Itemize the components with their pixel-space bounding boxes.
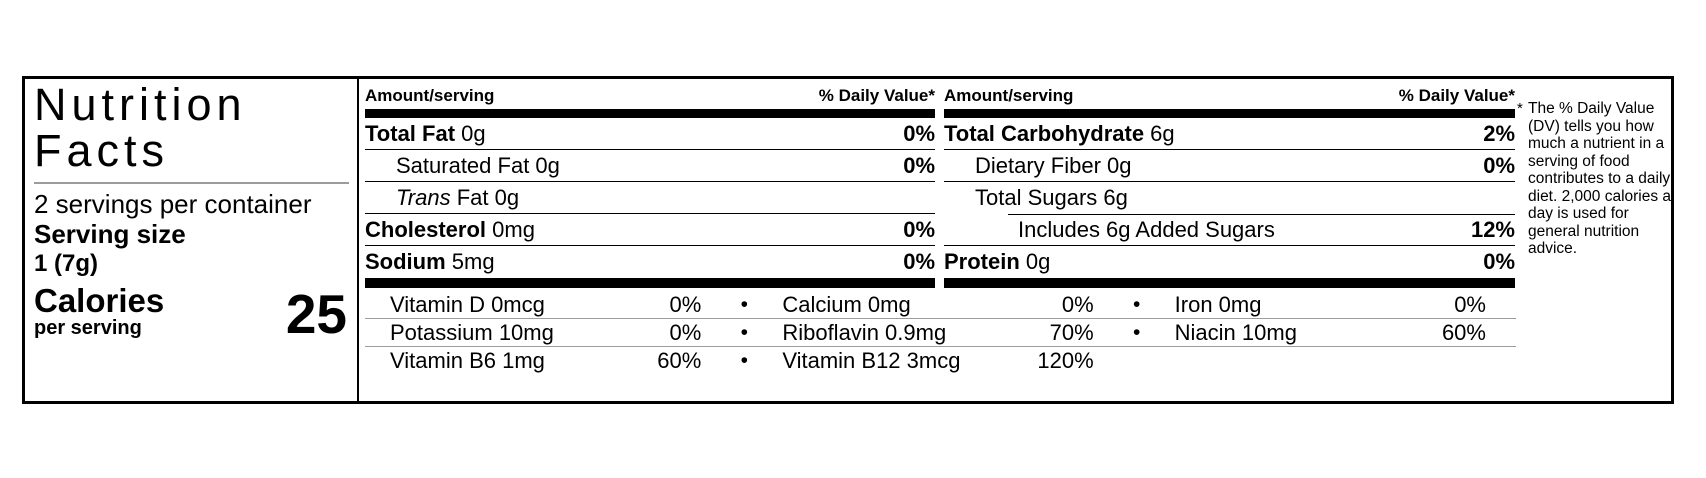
bullet-separator: • (1132, 292, 1141, 316)
label-title-line1: Nutrition (34, 79, 247, 130)
daily-value-header: % Daily Value* (1398, 86, 1515, 105)
vitamin-cell: Vitamin B12 3mcg 120% (757, 348, 1123, 374)
nutrient-row: Protein 0g 0% (944, 246, 1515, 278)
vitamin-row: Vitamin B6 1mg 60% • Vitamin B12 3mcg 120% (365, 347, 1516, 375)
daily-value-header: % Daily Value* (818, 86, 935, 105)
daily-value-percent: 12% (1470, 216, 1515, 242)
vitamin-daily-value: 60% (1441, 319, 1486, 345)
nutrient-name: Includes 6g Added Sugars (1018, 216, 1275, 242)
nutrient-name: Total Fat 0g (365, 120, 486, 146)
nutrient-column-left: Amount/serving % Daily Value* Total Fat … (365, 79, 935, 288)
daily-value-percent: 2% (1483, 120, 1515, 146)
vitamin-name: Vitamin D 0mcg (390, 291, 545, 317)
label-title-line2: Facts (34, 125, 170, 176)
calories-labels: Calories per serving (34, 284, 164, 340)
nutrient-name-bold: Total Fat (365, 120, 456, 146)
nutrient-name-bold: Protein (944, 249, 1020, 274)
nutrient-row: Cholesterol 0mg 0% (365, 214, 935, 246)
vitamins-section: Vitamin D 0mcg 0% • Calcium 0mg 0% • Iron 0mg 0… (365, 291, 1516, 375)
identity-panel: Nutrition Facts 2 servings per container… (25, 79, 359, 401)
vitamin-daily-value: 0% (669, 291, 702, 317)
nutrient-row: Trans Fat 0g (365, 182, 935, 214)
nutrition-facts-label: Nutrition Facts 2 servings per container… (22, 76, 1674, 404)
vitamin-name: Vitamin B6 1mg (390, 348, 545, 373)
nutrient-name: Protein 0g (944, 249, 1051, 274)
vitamin-daily-value: 120% (1037, 348, 1094, 373)
column-header: Amount/serving % Daily Value* (365, 79, 935, 109)
vitamin-name: Potassium 10mg (390, 319, 554, 345)
nutrient-rows: Total Fat 0g 0% Saturated Fat 0g 0% Trans Fa… (365, 118, 935, 278)
nutrient-row: Includes 6g Added Sugars 12% (944, 214, 1515, 246)
daily-value-percent: 0% (903, 152, 935, 178)
nutrient-name-bold: Cholesterol (365, 216, 487, 242)
serving-size-label: Serving size (34, 219, 186, 249)
amount-per-serving-header: Amount/serving (944, 86, 1074, 105)
vitamin-name: Niacin 10mg (1174, 319, 1297, 345)
nutrient-name-bold: Sodium (365, 249, 446, 274)
vitamin-cell: Niacin 10mg 60% (1150, 320, 1516, 346)
vitamin-cell: Potassium 10mg 0% (365, 320, 731, 346)
nutrient-row: Total Fat 0g 0% (365, 118, 935, 150)
thick-divider-bar (944, 109, 1515, 118)
column-header: Amount/serving % Daily Value* (944, 79, 1515, 109)
vitamin-name: Calcium 0mg (782, 291, 911, 317)
vitamin-daily-value: 0% (669, 319, 702, 345)
bullet-separator: • (740, 292, 748, 316)
vitamin-row: Potassium 10mg 0% • Riboflavin 0.9mg 70% • Nia… (365, 319, 1516, 347)
nutrient-name: Sodium 5mg (365, 249, 495, 274)
nutrient-name: Dietary Fiber 0g (975, 152, 1132, 178)
vitamin-cell: Calcium 0mg 0% (757, 292, 1123, 318)
nutrient-column-right: Amount/serving % Daily Value* Total Carb… (944, 79, 1515, 288)
amount-per-serving-header: Amount/serving (365, 86, 495, 105)
thick-divider-bar (365, 109, 935, 118)
footnote-asterisk: * (1517, 100, 1523, 117)
serving-size-value: 1 (7g) (34, 250, 99, 277)
daily-value-percent: 0% (1483, 249, 1515, 274)
nutrient-name: Trans Fat 0g (396, 184, 520, 210)
thick-divider-bar (365, 278, 935, 288)
vitamin-cell: Vitamin D 0mcg 0% (365, 292, 731, 318)
nutrient-row: Saturated Fat 0g 0% (365, 150, 935, 182)
nutrient-row: Sodium 5mg 0% (365, 246, 935, 278)
vitamin-row: Vitamin D 0mcg 0% • Calcium 0mg 0% • Iron 0mg 0… (365, 291, 1516, 319)
daily-value-percent: 0% (903, 216, 935, 242)
vitamin-cell: Riboflavin 0.9mg 70% (757, 320, 1123, 346)
vitamin-name: Riboflavin 0.9mg (782, 319, 947, 345)
nutrient-name: Total Sugars 6g (975, 185, 1128, 210)
vitamin-cell: Iron 0mg 0% (1150, 292, 1516, 318)
nutrient-row: Total Sugars 6g (944, 182, 1515, 215)
calories-sublabel: per serving (34, 317, 142, 339)
daily-value-footnote: * The % Daily Value (DV) tells you how m… (1517, 100, 1675, 258)
nutrient-name: Cholesterol 0mg (365, 216, 535, 242)
nutrient-name: Total Carbohydrate 6g (944, 120, 1175, 146)
servings-per-container: 2 servings per container (34, 189, 312, 219)
vitamin-daily-value: 0% (1454, 291, 1486, 317)
vitamin-daily-value: 0% (1061, 291, 1094, 317)
footnote-text: The % Daily Value (DV) tells you how muc… (1528, 100, 1672, 257)
nutrient-name: Saturated Fat 0g (396, 152, 560, 178)
bullet-separator: • (740, 349, 748, 372)
bullet-separator: • (1132, 320, 1141, 344)
vitamin-name: Iron 0mg (1174, 291, 1262, 317)
calories-label: Calories (34, 282, 165, 319)
nutrient-rows: Total Carbohydrate 6g 2% Dietary Fiber 0g 0… (944, 118, 1515, 278)
nutrient-row: Total Carbohydrate 6g 2% (944, 118, 1515, 150)
vitamin-daily-value: 60% (657, 348, 702, 373)
calories-row: Calories per serving 25 (34, 283, 349, 345)
daily-value-percent: 0% (903, 120, 935, 146)
calories-value: 25 (285, 283, 347, 345)
vitamin-daily-value: 70% (1049, 319, 1094, 345)
vitamin-name: Vitamin B12 3mcg (782, 348, 961, 373)
daily-value-percent: 0% (1483, 152, 1515, 178)
nutrient-name-bold: Total Carbohydrate (944, 120, 1145, 146)
nutrient-name-italic: Trans (396, 184, 451, 210)
thick-divider-bar (944, 278, 1515, 288)
daily-value-percent: 0% (903, 249, 935, 274)
bullet-separator: • (740, 320, 748, 344)
vitamin-cell: Vitamin B6 1mg 60% (365, 348, 731, 374)
nutrient-row: Dietary Fiber 0g 0% (944, 150, 1515, 182)
title-divider (34, 182, 349, 184)
